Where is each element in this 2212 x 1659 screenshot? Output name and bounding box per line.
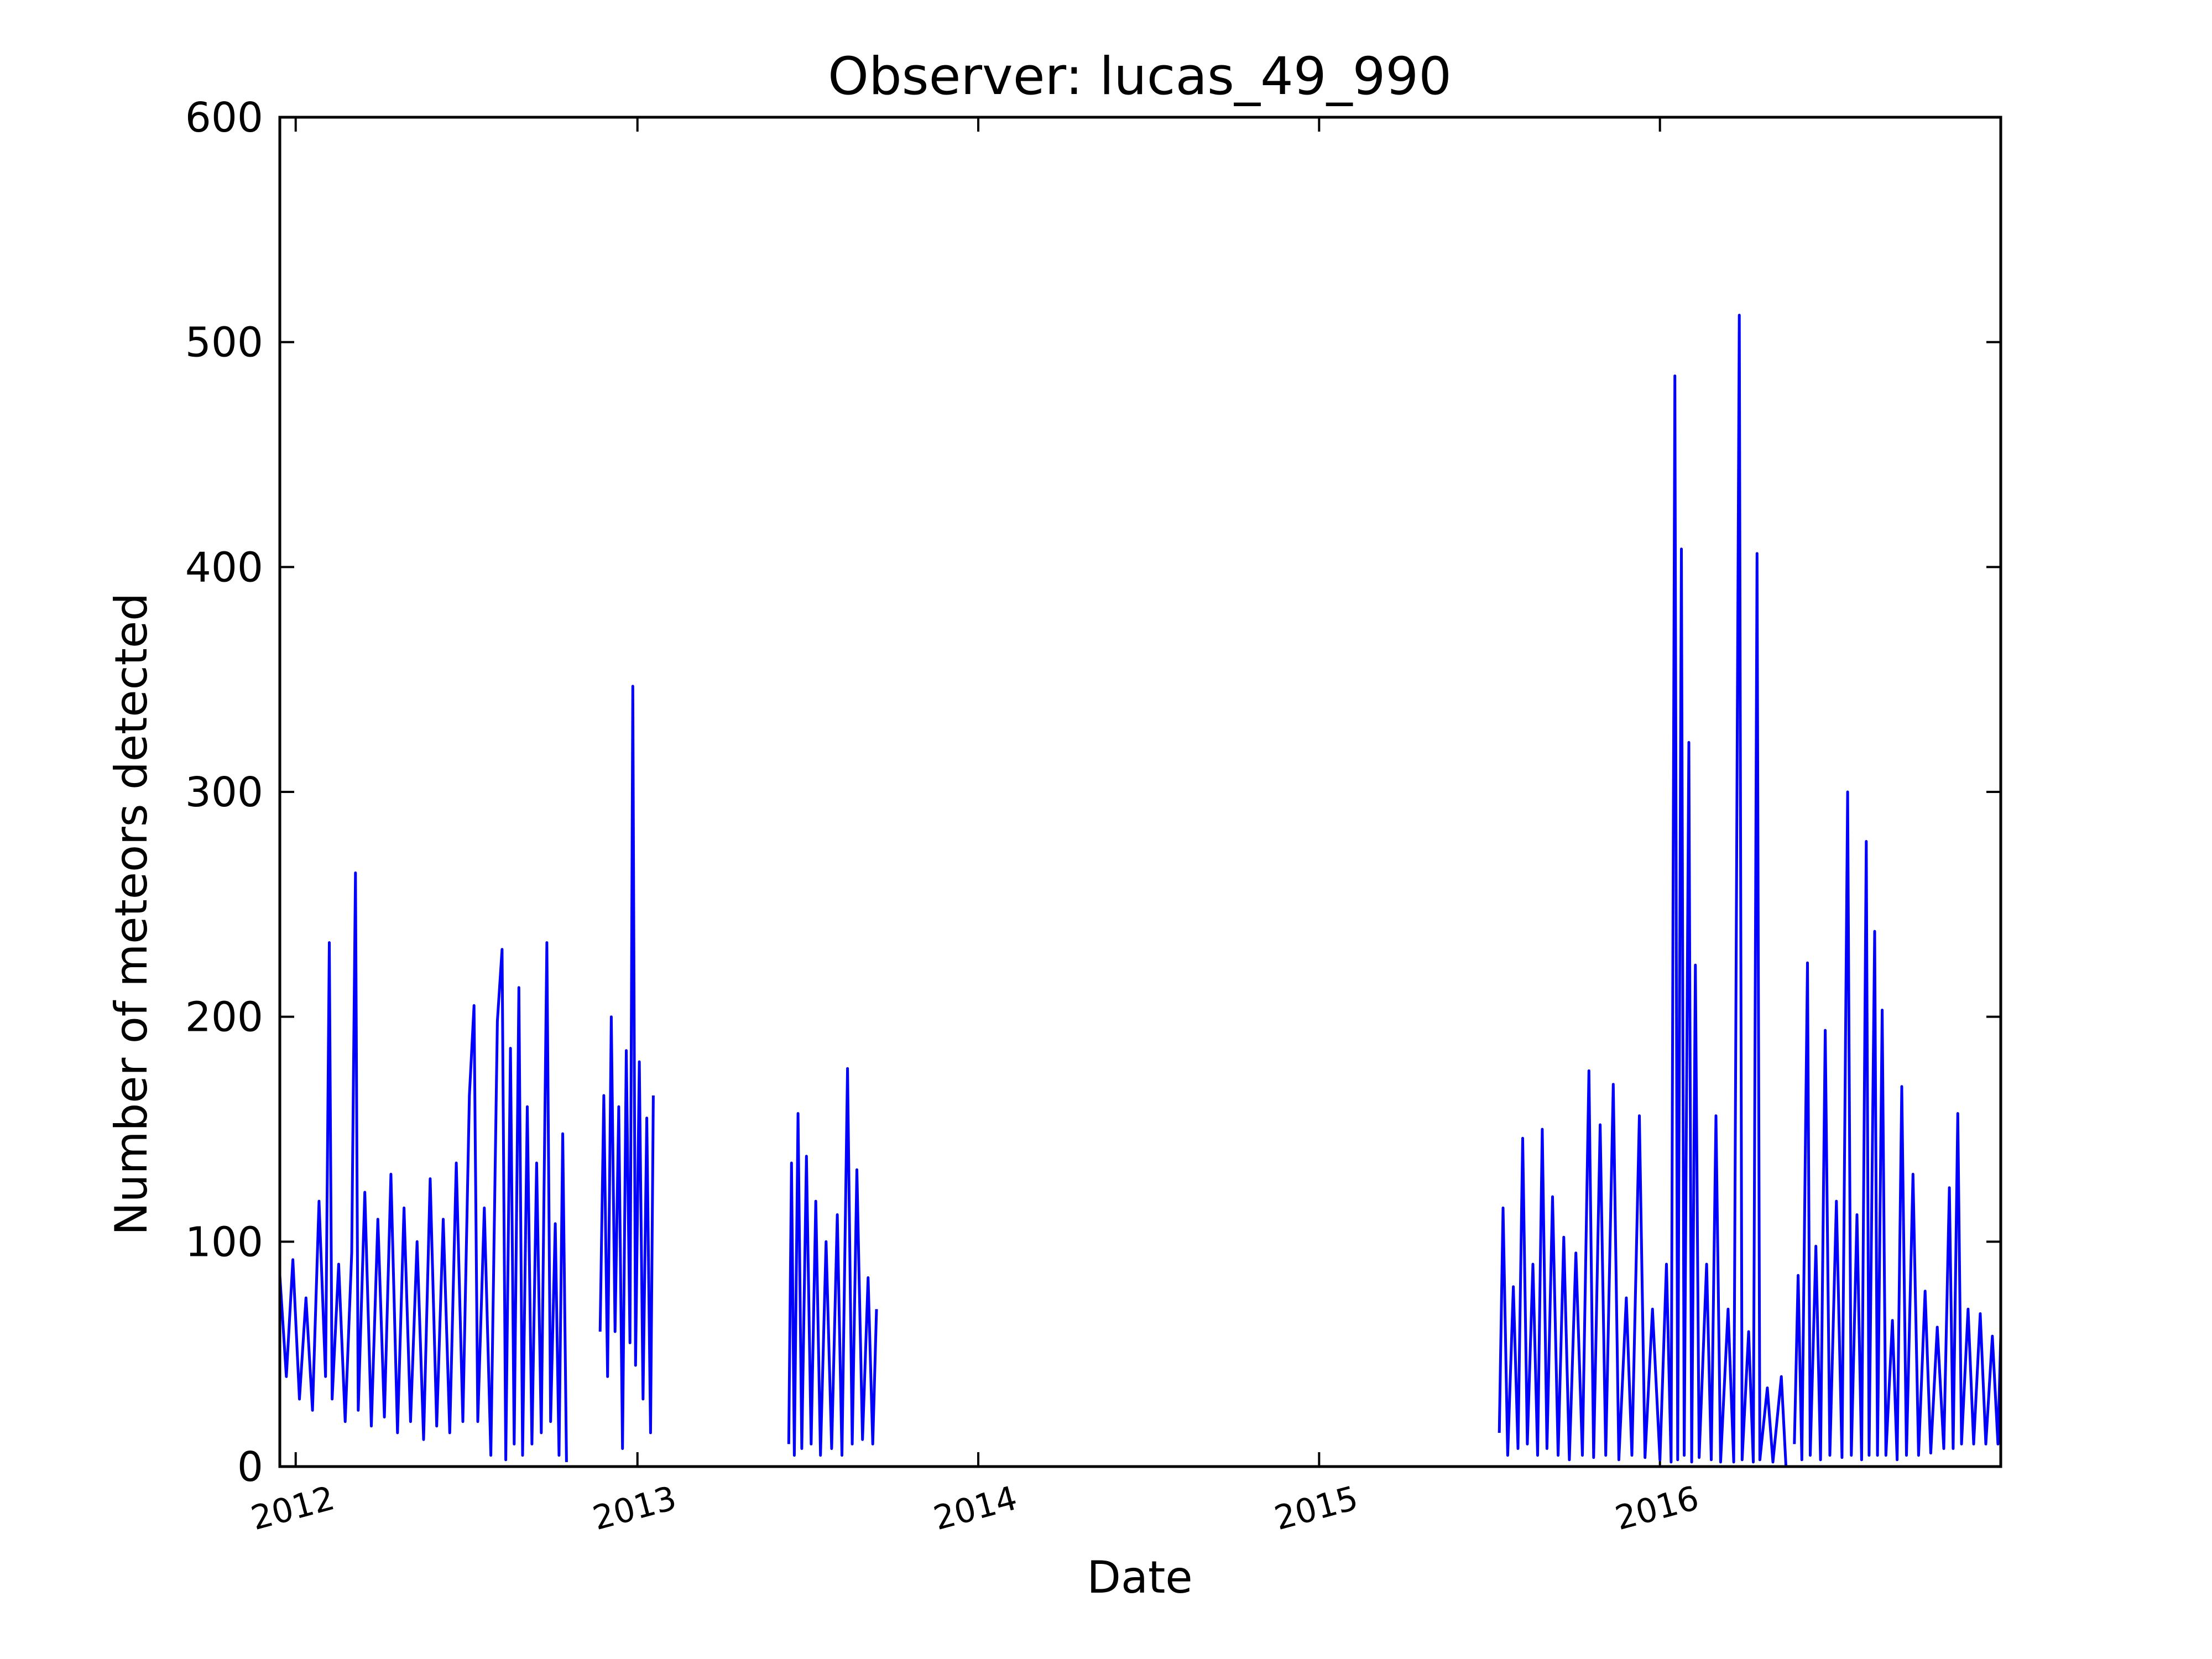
y-tick-label: 400 — [185, 544, 263, 591]
data-layer — [278, 314, 2002, 1467]
y-tick-label: 200 — [185, 994, 263, 1041]
y-axis-label: Number of meteors detected — [106, 593, 157, 1235]
chart-title: Observer: lucas_49_990 — [828, 46, 1452, 107]
plot-frame — [278, 116, 2002, 1468]
y-tick-label: 300 — [185, 769, 263, 816]
y-tick-label: 600 — [185, 94, 263, 142]
series-line — [278, 314, 2002, 1467]
y-tick-label: 100 — [185, 1218, 263, 1266]
x-axis-label: Date — [1087, 1552, 1192, 1603]
y-tick-label: 0 — [237, 1443, 263, 1491]
y-tick-label: 500 — [185, 319, 263, 367]
